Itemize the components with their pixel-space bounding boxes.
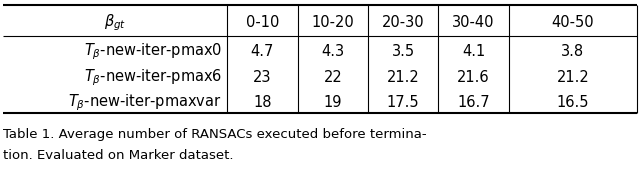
Text: 0-10: 0-10 — [246, 15, 279, 30]
Text: 21.2: 21.2 — [556, 70, 589, 85]
Text: 23: 23 — [253, 70, 271, 85]
Text: $T_{\beta}$-new-iter-pmax0: $T_{\beta}$-new-iter-pmax0 — [84, 41, 222, 61]
Text: Table 1. Average number of RANSACs executed before termina-: Table 1. Average number of RANSACs execu… — [3, 128, 427, 141]
Text: 3.8: 3.8 — [561, 44, 584, 59]
Text: 21.6: 21.6 — [458, 70, 490, 85]
Text: 40-50: 40-50 — [552, 15, 594, 30]
Text: 22: 22 — [323, 70, 342, 85]
Text: 20-30: 20-30 — [382, 15, 424, 30]
Text: 4.7: 4.7 — [251, 44, 274, 59]
Text: 30-40: 30-40 — [452, 15, 495, 30]
Text: 3.5: 3.5 — [392, 44, 415, 59]
Text: $T_{\beta}$-new-iter-pmaxvar: $T_{\beta}$-new-iter-pmaxvar — [68, 92, 222, 113]
Text: 4.3: 4.3 — [321, 44, 344, 59]
Text: 18: 18 — [253, 95, 271, 110]
Text: 16.5: 16.5 — [557, 95, 589, 110]
Text: 19: 19 — [324, 95, 342, 110]
Text: $T_{\beta}$-new-iter-pmax6: $T_{\beta}$-new-iter-pmax6 — [84, 68, 222, 88]
Text: 4.1: 4.1 — [462, 44, 485, 59]
Text: 10-20: 10-20 — [312, 15, 354, 30]
Text: tion. Evaluated on Marker dataset.: tion. Evaluated on Marker dataset. — [3, 149, 234, 162]
Text: 16.7: 16.7 — [458, 95, 490, 110]
Text: $\beta_{gt}$: $\beta_{gt}$ — [104, 13, 126, 33]
Text: 17.5: 17.5 — [387, 95, 419, 110]
Text: 21.2: 21.2 — [387, 70, 420, 85]
